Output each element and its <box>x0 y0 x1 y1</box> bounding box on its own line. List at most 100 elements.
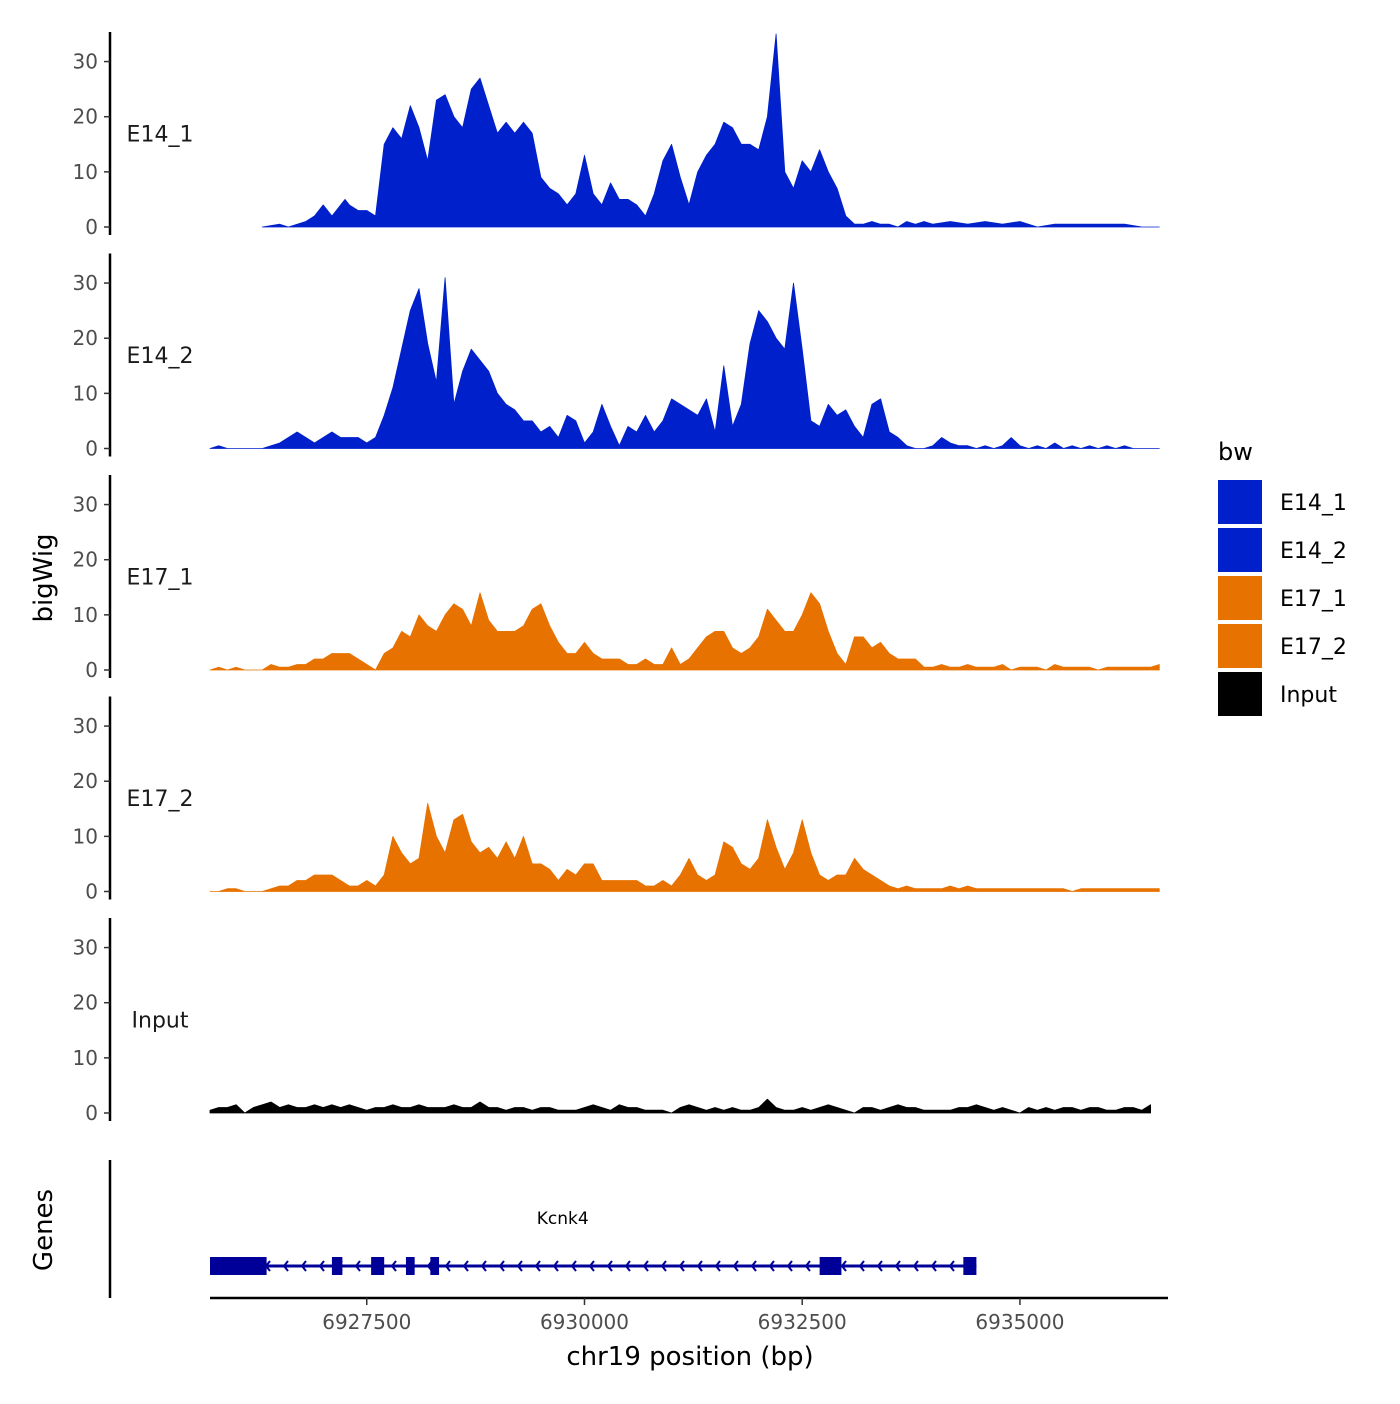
strand-arrow <box>786 1260 793 1272</box>
strand-arrow <box>624 1260 631 1272</box>
y-tick-label-E17_2-20: 20 <box>73 769 98 793</box>
y-axis-label: bigWig <box>29 533 59 622</box>
y-tick-label-E14_1-0: 0 <box>85 215 98 239</box>
strand-arrow <box>804 1260 811 1272</box>
track-E17_2: 0 10 20 30 E17_2 <box>73 696 1160 904</box>
y-tick-label-E14_1-30: 30 <box>73 50 98 74</box>
track-E14_1: 0 10 20 30 E14_1 <box>73 32 1160 239</box>
legend-key-E17_2 <box>1218 624 1262 668</box>
area-E14_2 <box>209 277 1160 449</box>
legend-key-E14_1 <box>1218 480 1262 524</box>
y-tick-label-E14_2-0: 0 <box>85 437 98 461</box>
y-tick-label-Input-30: 30 <box>73 936 98 960</box>
x-axis: 6927500 6930000 6932500 6935000 <box>210 1296 1168 1334</box>
legend-title: bw <box>1218 438 1253 466</box>
strand-arrow <box>678 1260 685 1272</box>
x-tick-label-6935000: 6935000 <box>975 1310 1064 1334</box>
strand-arrow <box>390 1260 397 1272</box>
strand-arrow <box>282 1260 289 1272</box>
track-E14_2: 0 10 20 30 E14_2 <box>73 253 1160 461</box>
strand-arrow <box>642 1260 649 1272</box>
strand-arrow <box>606 1260 613 1272</box>
legend-label-Input: Input <box>1280 683 1337 708</box>
x-tick-label-6927500: 6927500 <box>322 1310 411 1334</box>
strand-arrow <box>714 1260 721 1272</box>
y-tick-label-Input-0: 0 <box>85 1101 98 1125</box>
track-label-E14_2: E14_2 <box>127 344 194 369</box>
y-tick-label-E17_1-10: 10 <box>73 603 98 627</box>
strand-arrow <box>732 1260 739 1272</box>
y-tick-label-E17_2-10: 10 <box>73 824 98 848</box>
area-E17_2 <box>209 802 1160 892</box>
legend-label-E14_1: E14_1 <box>1280 491 1347 516</box>
gene-name-Kcnk4: Kcnk4 <box>537 1209 589 1229</box>
y-tick-label-E17_2-30: 30 <box>73 714 98 738</box>
area-Input <box>209 1098 1151 1114</box>
strand-arrow <box>858 1260 865 1272</box>
legend: bw E14_1 E14_2 E17_1 E17_2 Input <box>1218 438 1347 716</box>
y-tick-label-E17_2-0: 0 <box>85 880 98 904</box>
legend-label-E17_2: E17_2 <box>1280 635 1347 660</box>
strand-arrow <box>768 1260 775 1272</box>
strand-arrow <box>354 1260 361 1272</box>
strand-arrow <box>894 1260 901 1272</box>
strand-arrow <box>570 1260 577 1272</box>
area-E17_1 <box>209 592 1160 671</box>
legend-key-E14_2 <box>1218 528 1262 572</box>
strand-arrow <box>318 1260 325 1272</box>
strand-arrow <box>948 1260 955 1272</box>
exon-3 <box>371 1257 385 1275</box>
y-tick-label-E14_1-10: 10 <box>73 160 98 184</box>
strand-arrow <box>462 1260 469 1272</box>
strand-arrow <box>498 1260 505 1272</box>
y-tick-label-E17_1-30: 30 <box>73 493 98 517</box>
y-tick-label-Input-20: 20 <box>73 991 98 1015</box>
strand-arrow <box>300 1260 307 1272</box>
legend-label-E17_1: E17_1 <box>1280 587 1347 612</box>
y-tick-label-E17_1-20: 20 <box>73 548 98 572</box>
y-tick-label-E14_2-10: 10 <box>73 381 98 405</box>
exon-6 <box>819 1257 842 1275</box>
legend-key-E17_1 <box>1218 576 1262 620</box>
track-label-E17_2: E17_2 <box>127 787 194 812</box>
strand-arrow <box>696 1260 703 1272</box>
tracks-layer: 0 10 20 30 E14_1 0 10 20 30 E14_2 0 10 20 30 E17_1 0 10 2… <box>73 32 1160 1125</box>
y-tick-label-E14_2-20: 20 <box>73 326 98 350</box>
track-E17_1: 0 10 20 30 E17_1 <box>73 475 1160 682</box>
strand-arrow <box>516 1260 523 1272</box>
genes-layer: Kcnk4 <box>108 1160 977 1298</box>
strand-arrow <box>588 1260 595 1272</box>
strand-arrow <box>480 1260 487 1272</box>
exon-1 <box>210 1257 267 1275</box>
track-Input: 0 10 20 30 Input <box>73 918 1151 1125</box>
exon-2 <box>331 1257 343 1275</box>
genes-track-label: Genes <box>29 1189 59 1271</box>
gene-Kcnk4: Kcnk4 <box>210 1209 977 1275</box>
strand-arrow <box>930 1260 937 1272</box>
strand-arrow <box>912 1260 919 1272</box>
exon-4 <box>405 1257 415 1275</box>
track-label-E17_1: E17_1 <box>127 565 194 590</box>
x-tick-label-6932500: 6932500 <box>758 1310 847 1334</box>
track-label-Input: Input <box>132 1008 189 1033</box>
exon-7 <box>963 1257 977 1275</box>
area-E14_1 <box>261 33 1160 228</box>
y-tick-label-E14_2-30: 30 <box>73 271 98 295</box>
strand-arrow <box>552 1260 559 1272</box>
strand-arrow <box>534 1260 541 1272</box>
strand-arrow <box>444 1260 451 1272</box>
strand-arrow <box>840 1260 847 1272</box>
y-tick-label-E17_1-0: 0 <box>85 658 98 682</box>
x-tick-label-6930000: 6930000 <box>540 1310 629 1334</box>
y-tick-label-E14_1-20: 20 <box>73 105 98 129</box>
strand-arrow <box>660 1260 667 1272</box>
legend-key-Input <box>1218 672 1262 716</box>
strand-arrow <box>876 1260 883 1272</box>
strand-arrow <box>750 1260 757 1272</box>
track-label-E14_1: E14_1 <box>127 122 194 147</box>
exon-5 <box>430 1257 440 1275</box>
x-axis-label: chr19 position (bp) <box>566 1342 813 1372</box>
y-tick-label-Input-10: 10 <box>73 1046 98 1070</box>
